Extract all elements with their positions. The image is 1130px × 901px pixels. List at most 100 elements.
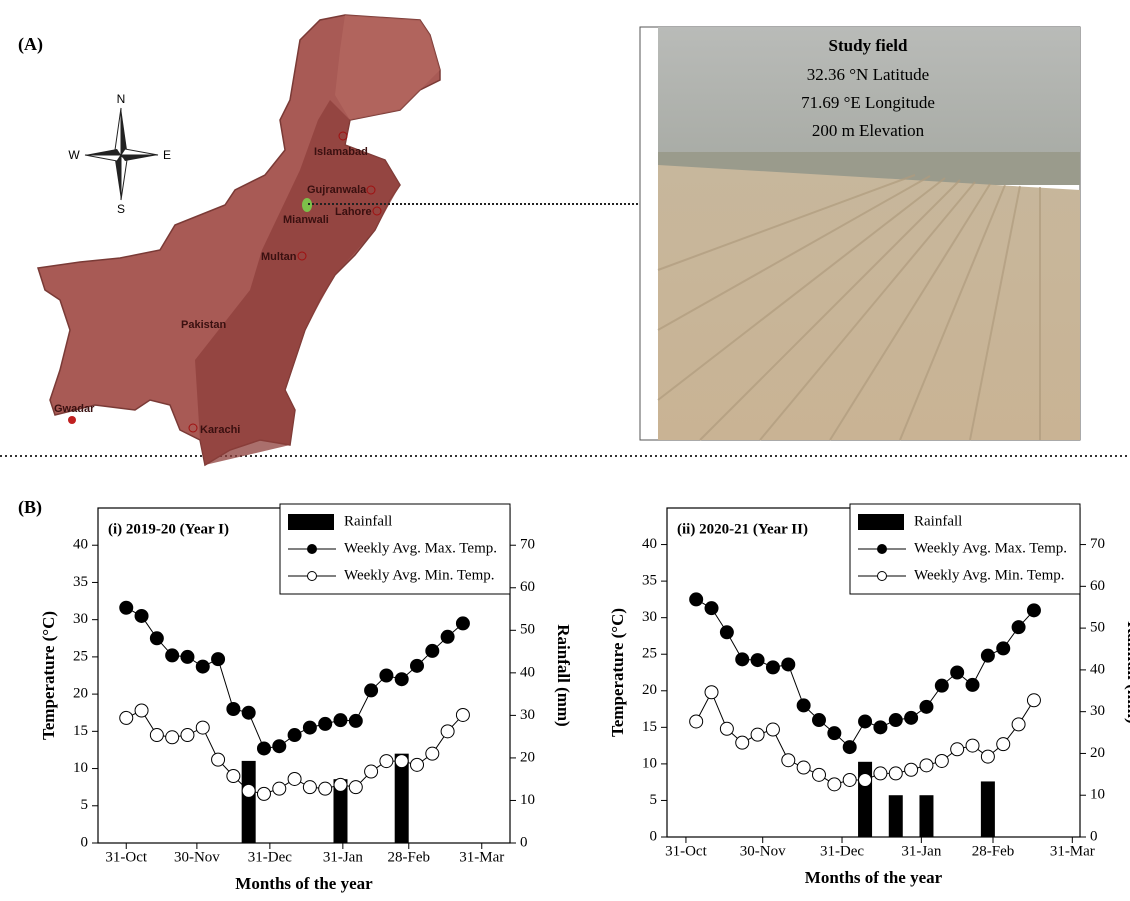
- temp-marker: [920, 700, 933, 713]
- temp-marker: [380, 669, 393, 682]
- temp-marker: [997, 738, 1010, 751]
- temp-marker: [120, 711, 133, 724]
- y2-tick-label: 0: [1090, 828, 1098, 844]
- temp-marker: [166, 731, 179, 744]
- y-tick-label: 5: [650, 792, 658, 808]
- place-label: Multan: [261, 251, 297, 263]
- temp-marker: [426, 747, 439, 760]
- x-tick-label: 31-Mar: [459, 849, 504, 865]
- temp-marker: [812, 714, 825, 727]
- temp-marker: [1027, 604, 1040, 617]
- y2-tick-label: 40: [520, 664, 535, 680]
- temp-marker: [303, 781, 316, 794]
- temp-marker: [720, 626, 733, 639]
- temp-marker: [242, 706, 255, 719]
- temp-marker: [736, 736, 749, 749]
- temp-marker: [242, 784, 255, 797]
- temp-marker: [365, 684, 378, 697]
- temp-marker: [736, 653, 749, 666]
- temp-marker: [150, 632, 163, 645]
- temp-marker: [1027, 694, 1040, 707]
- panel-label: (A): [18, 34, 43, 55]
- y-tick-label: 25: [642, 646, 657, 662]
- legend-swatch: [288, 514, 334, 530]
- temp-marker: [365, 765, 378, 778]
- x-tick-label: 30-Nov: [174, 849, 220, 865]
- temp-marker: [766, 661, 779, 674]
- y2-tick-label: 70: [1090, 536, 1105, 552]
- temp-marker: [319, 717, 332, 730]
- temp-marker: [751, 728, 764, 741]
- photo-caption: 71.69 °E Longitude: [801, 93, 935, 112]
- temp-marker: [874, 721, 887, 734]
- temp-marker: [981, 750, 994, 763]
- legend-label: Rainfall: [344, 513, 392, 529]
- place-label: Mianwali: [283, 214, 329, 226]
- temp-marker: [135, 609, 148, 622]
- temp-marker: [966, 678, 979, 691]
- temp-marker: [212, 653, 225, 666]
- temp-marker: [690, 715, 703, 728]
- temp-marker: [288, 729, 301, 742]
- temp-marker: [380, 755, 393, 768]
- y2-tick-label: 70: [520, 537, 535, 553]
- temp-marker: [395, 673, 408, 686]
- chart-title: (i) 2019-20 (Year I): [108, 521, 229, 537]
- x-tick-label: 28-Feb: [388, 849, 431, 865]
- chart-title: (ii) 2020-21 (Year II): [677, 521, 808, 537]
- temp-marker: [905, 763, 918, 776]
- temp-marker: [1012, 718, 1025, 731]
- temp-marker: [905, 711, 918, 724]
- temp-marker: [797, 699, 810, 712]
- temp-marker: [920, 759, 933, 772]
- place-label: Gujranwala: [307, 184, 367, 196]
- temp-marker: [705, 602, 718, 615]
- y2-tick-label: 20: [520, 749, 535, 765]
- x-tick-label: 31-Mar: [1050, 843, 1095, 859]
- x-axis-label: Months of the year: [235, 874, 373, 893]
- temp-marker: [812, 768, 825, 781]
- y2-tick-label: 30: [1090, 703, 1105, 719]
- y2-tick-label: 30: [520, 707, 535, 723]
- y-tick-label: 20: [642, 682, 657, 698]
- place-label: Lahore: [335, 206, 372, 218]
- temp-marker: [212, 753, 225, 766]
- temp-marker: [828, 778, 841, 791]
- temp-marker: [951, 743, 964, 756]
- temp-marker: [349, 781, 362, 794]
- temp-marker: [997, 642, 1010, 655]
- temp-marker: [935, 679, 948, 692]
- temp-marker: [349, 714, 362, 727]
- temp-marker: [720, 722, 733, 735]
- place-label: Gwadar: [54, 403, 95, 415]
- y-tick-label: 15: [642, 719, 657, 735]
- legend-swatch: [878, 545, 887, 554]
- temp-marker: [196, 721, 209, 734]
- temp-marker: [874, 767, 887, 780]
- x-tick-label: 31-Dec: [248, 849, 292, 865]
- y2-tick-label: 50: [1090, 620, 1105, 636]
- temp-marker: [828, 727, 841, 740]
- rain-bar: [981, 781, 995, 837]
- y2-tick-label: 10: [1090, 787, 1105, 803]
- y2-tick-label: 10: [520, 792, 535, 808]
- temp-marker: [935, 754, 948, 767]
- temp-marker: [395, 755, 408, 768]
- legend-swatch: [308, 572, 317, 581]
- temp-marker: [273, 782, 286, 795]
- rain-bar: [919, 795, 933, 837]
- temp-marker: [456, 708, 469, 721]
- temp-marker: [843, 741, 856, 754]
- x-tick-label: 28-Feb: [972, 843, 1015, 859]
- temp-marker: [411, 758, 424, 771]
- legend-swatch: [878, 572, 887, 581]
- site-dot: [302, 198, 312, 212]
- y-tick-label: 15: [73, 723, 88, 739]
- y2-axis-label: Rainfall (mm): [1124, 621, 1130, 723]
- y2-tick-label: 40: [1090, 661, 1105, 677]
- y2-tick-label: 50: [520, 622, 535, 638]
- y-tick-label: 20: [73, 686, 88, 702]
- photo-caption: 32.36 °N Latitude: [807, 65, 929, 84]
- compass-label: S: [117, 202, 125, 216]
- place-label: Karachi: [200, 424, 240, 436]
